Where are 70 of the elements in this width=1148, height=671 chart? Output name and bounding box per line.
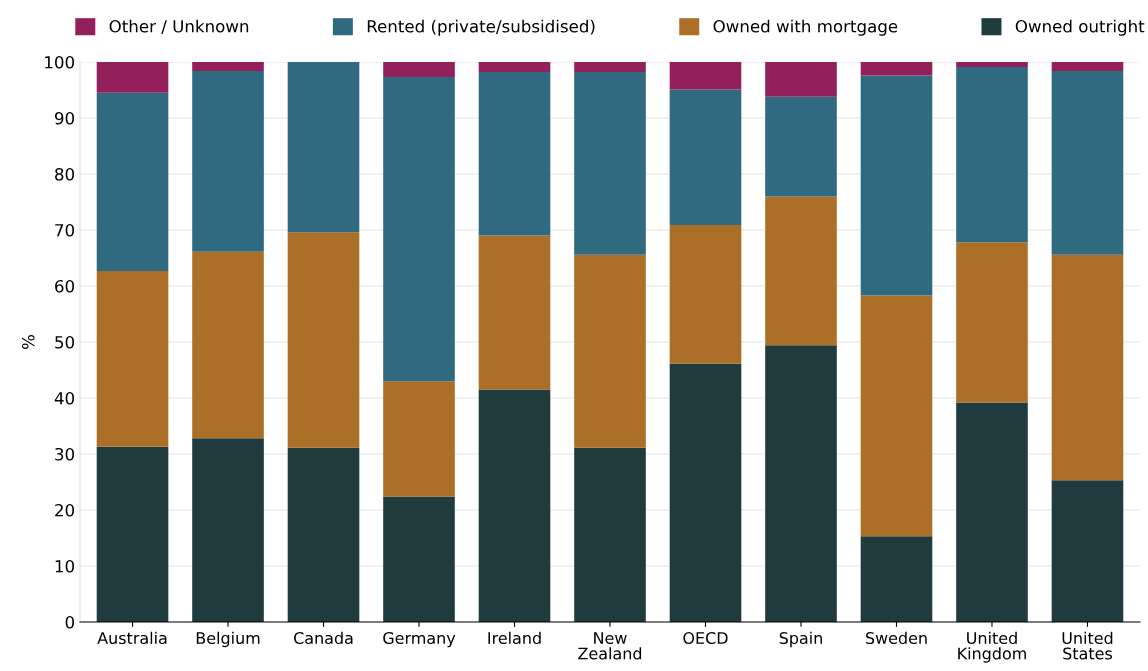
x-tick-label: Canada bbox=[294, 631, 353, 645]
bar bbox=[192, 251, 264, 439]
x-tick-label: Belgium bbox=[196, 631, 260, 648]
y-tick-label: 50 bbox=[55, 335, 75, 349]
bar bbox=[96, 92, 169, 271]
bar bbox=[192, 70, 264, 252]
y-tick-label: 70 bbox=[55, 223, 75, 237]
bar bbox=[669, 89, 742, 225]
x-tick-label: New Zealand bbox=[578, 632, 642, 660]
bar bbox=[383, 77, 455, 382]
x-tick-label: Sweden bbox=[865, 631, 927, 645]
bar bbox=[765, 345, 837, 622]
bar bbox=[383, 381, 455, 497]
y-tick-label: 20 bbox=[55, 503, 75, 517]
bar bbox=[96, 62, 169, 93]
x-tick-label: Ireland bbox=[488, 631, 541, 645]
bar bbox=[383, 62, 455, 78]
bar bbox=[287, 447, 360, 622]
bar bbox=[669, 224, 742, 364]
bar bbox=[765, 62, 837, 97]
bar bbox=[478, 389, 551, 622]
bar bbox=[287, 62, 360, 233]
bar bbox=[860, 295, 933, 537]
bar bbox=[383, 496, 455, 622]
y-tick-label: 40 bbox=[54, 391, 75, 405]
bar bbox=[478, 235, 551, 390]
x-tick-label: United States bbox=[1062, 631, 1113, 660]
legend-label: Other / Unknown bbox=[109, 19, 249, 34]
bar bbox=[860, 62, 933, 76]
bar bbox=[956, 62, 1028, 68]
bar bbox=[1051, 480, 1124, 622]
bar bbox=[96, 446, 169, 622]
bar bbox=[574, 62, 646, 73]
y-tick-label: 80 bbox=[55, 167, 75, 181]
bar bbox=[96, 270, 169, 447]
bar bbox=[765, 96, 837, 197]
bar bbox=[574, 254, 646, 448]
bar bbox=[669, 363, 742, 622]
legend-label: Rented (private/subsidised) bbox=[367, 19, 595, 36]
y-tick-label: 10 bbox=[55, 559, 75, 573]
bar bbox=[860, 536, 933, 622]
bar bbox=[1051, 254, 1124, 481]
bar bbox=[478, 62, 551, 73]
y-tick-label: 100 bbox=[45, 55, 75, 69]
bar bbox=[192, 438, 264, 622]
bar bbox=[956, 402, 1028, 622]
x-tick-label: Germany bbox=[383, 632, 456, 648]
legend-label: Owned with mortgage bbox=[713, 19, 898, 36]
bar bbox=[765, 196, 837, 346]
y-tick-label: 30 bbox=[55, 447, 75, 461]
x-tick-label: Spain bbox=[779, 631, 822, 648]
bar bbox=[956, 242, 1028, 403]
bar bbox=[478, 72, 551, 236]
bar bbox=[287, 232, 360, 448]
y-tick-label: 0 bbox=[65, 615, 75, 629]
legend-label: Owned outright bbox=[1015, 19, 1145, 36]
bar bbox=[574, 447, 646, 622]
bar bbox=[1051, 62, 1124, 71]
bar bbox=[860, 75, 933, 296]
y-tick-label: 90 bbox=[54, 111, 75, 125]
bar bbox=[192, 62, 264, 71]
bar bbox=[574, 72, 646, 255]
bar bbox=[669, 62, 742, 90]
y-tick-label: 60 bbox=[55, 279, 75, 293]
bar bbox=[956, 67, 1028, 243]
x-tick-label: OECD bbox=[683, 632, 728, 645]
bar bbox=[1051, 70, 1124, 255]
x-tick-label: United Kingdom bbox=[958, 631, 1026, 663]
y-axis-title: % bbox=[21, 335, 35, 349]
x-tick-label: Australia bbox=[97, 631, 167, 645]
